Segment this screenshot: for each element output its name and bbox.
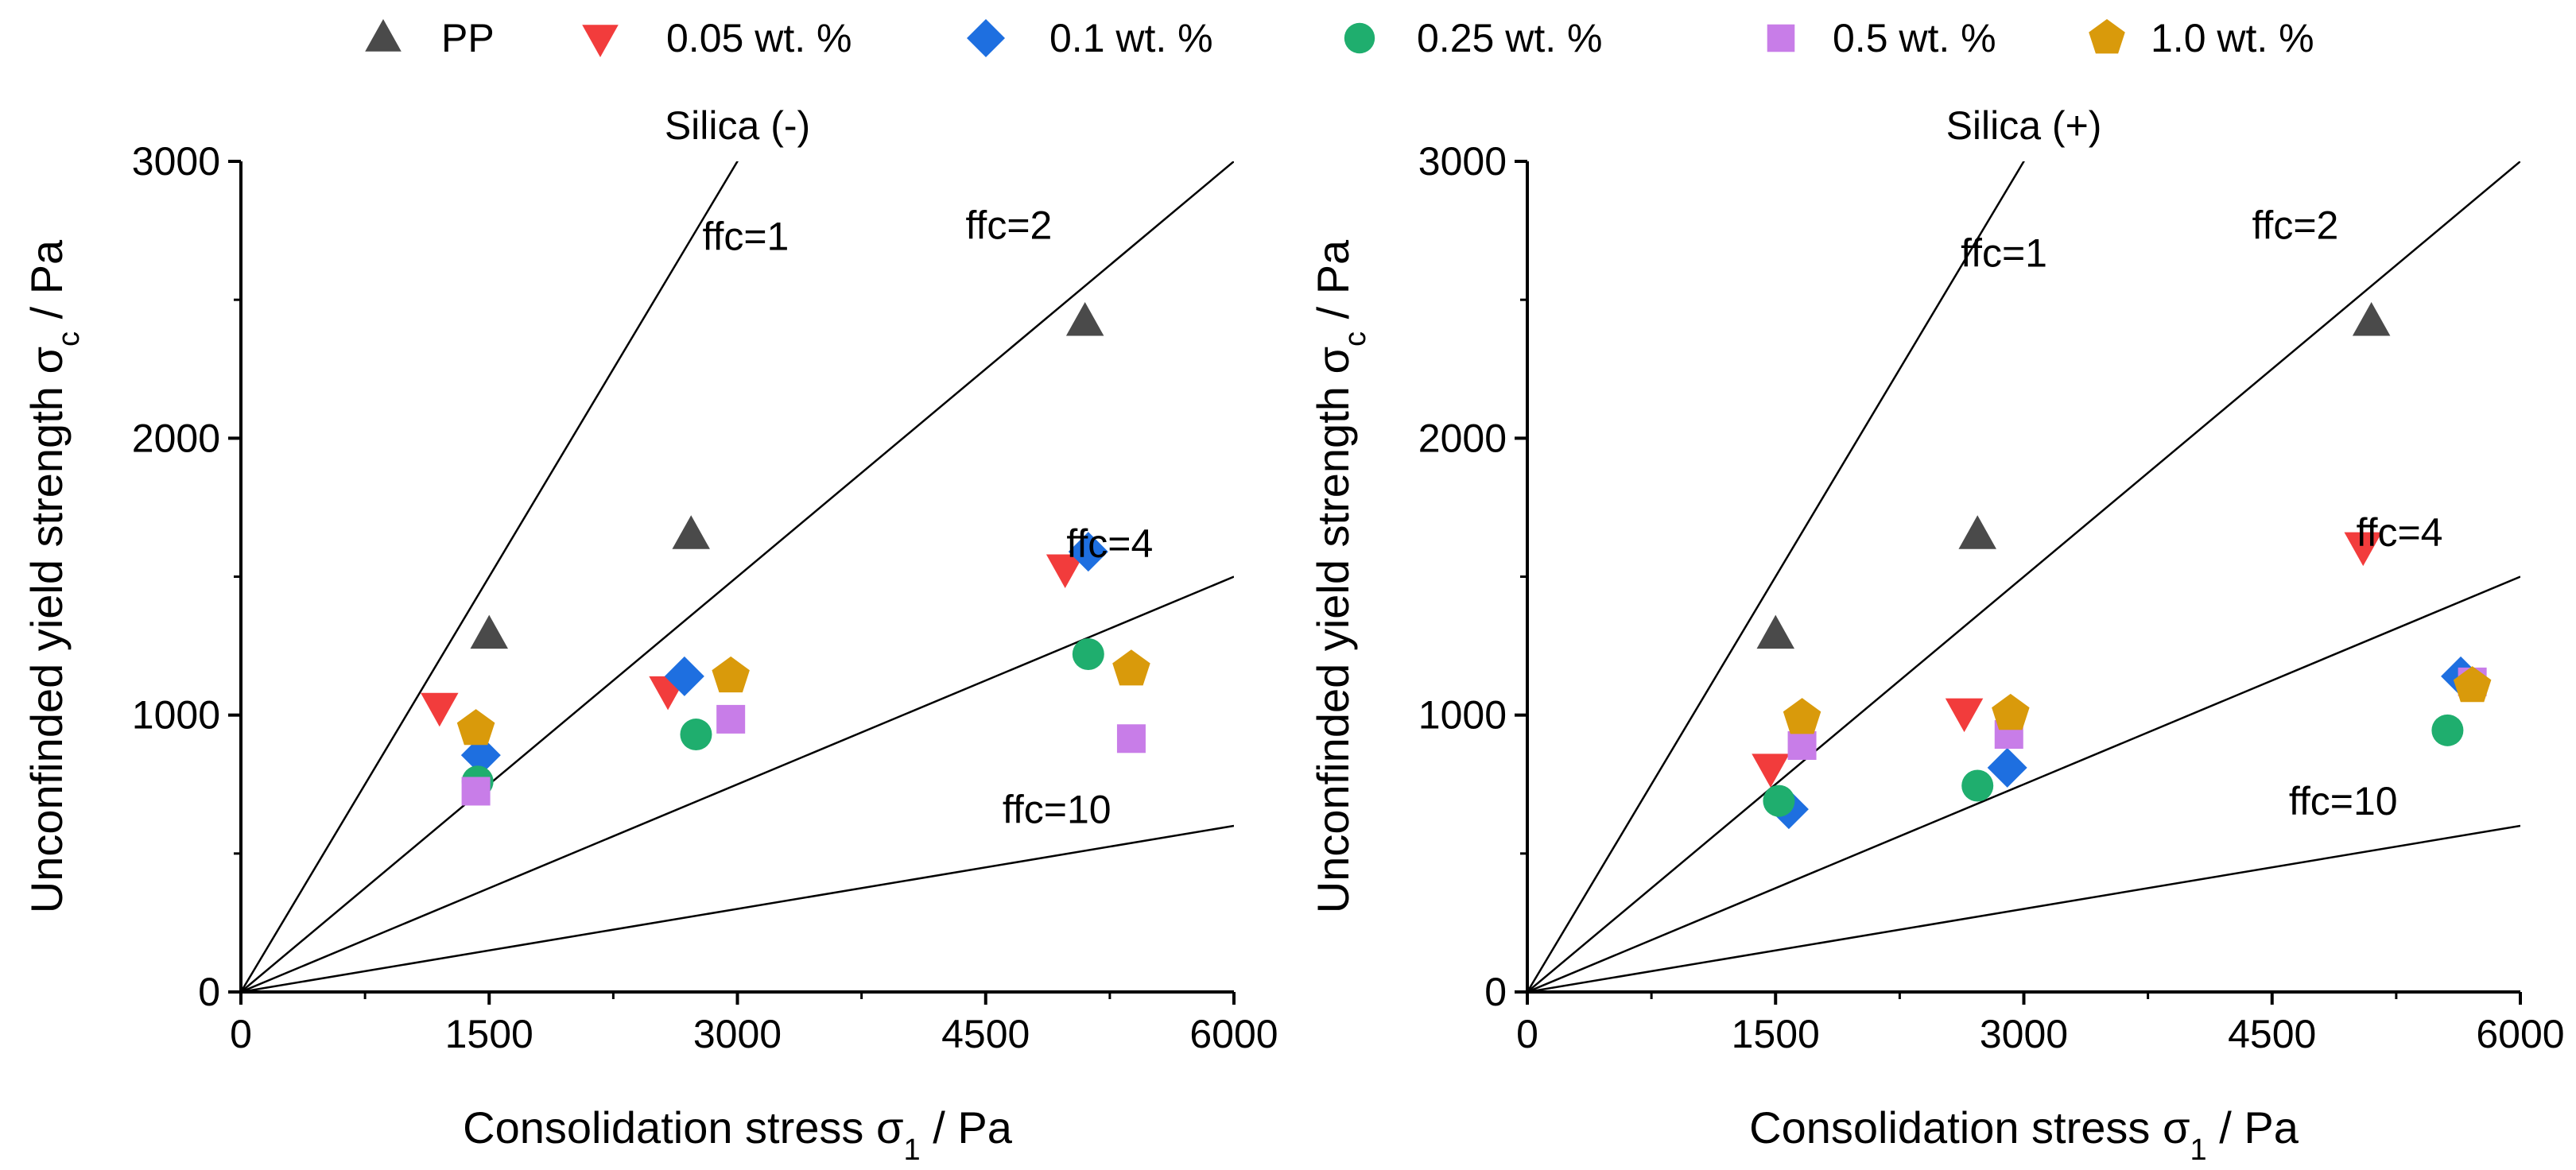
ffc-lines [241, 161, 1234, 992]
x-tick-label: 0 [1516, 1012, 1538, 1056]
data-point-3-1 [1961, 769, 1994, 802]
data-point-2-1 [664, 656, 704, 696]
x-tick-label: 4500 [2228, 1012, 2316, 1056]
data-point-1-1 [1945, 698, 1984, 733]
series-0 [470, 302, 1104, 649]
x-tick-label: 3000 [1980, 1012, 2068, 1056]
series-5 [456, 649, 1150, 746]
ffc-line-1 [1527, 161, 2025, 992]
series-3 [1763, 714, 2464, 817]
y-axis-label: Unconfinded yield strength σc / Pa [21, 239, 86, 913]
ffc-line-4 [1527, 575, 2520, 992]
data-point-5-1 [1992, 693, 2030, 730]
data-point-3-0 [1763, 785, 1795, 817]
y-tick-label: 0 [198, 970, 220, 1014]
x-tick-label: 1500 [1732, 1012, 1820, 1056]
series-4 [1787, 667, 2487, 760]
data-point-5-2 [1112, 649, 1150, 686]
x-tick-label: 6000 [1189, 1012, 1278, 1056]
ffc-line-2 [241, 161, 1234, 992]
series-1 [421, 554, 1084, 727]
series-2 [460, 532, 1108, 776]
data-point-4-1 [716, 704, 746, 734]
data-point-2-1 [1987, 747, 2027, 788]
legend-marker-0 [365, 19, 402, 52]
legend: PP 0.05 wt. % 0.1 wt. % 0.25 wt. % 0.5 wt. %… [365, 16, 2314, 60]
x-axis-label: Consolidation stress σ1 / Pa [1749, 1102, 2299, 1167]
series-0 [1756, 302, 2391, 649]
ffc-line-2 [1527, 161, 2520, 992]
data-point-5-0 [456, 709, 495, 746]
chart-panel-2: ffc=1 ffc=2 ffc=4 ffc=10 0 1500 3000 4500 6000 0 1… [1308, 103, 2565, 1167]
ffc-label-1: ffc=1 [1961, 231, 2047, 275]
ffc-label-4: ffc=4 [1066, 521, 1153, 566]
legend-label-2: 0.1 wt. % [1049, 16, 1213, 60]
series-4 [461, 704, 1146, 806]
legend-label-5: 1.0 wt. % [2151, 16, 2314, 60]
x-tick-label: 4500 [941, 1012, 1030, 1056]
data-point-5-2 [2453, 666, 2492, 703]
x-tick-label: 0 [230, 1012, 252, 1056]
x-tick-label: 6000 [2476, 1012, 2564, 1056]
y-tick-label: 3000 [132, 139, 220, 184]
x-axis-label: Consolidation stress σ1 / Pa [463, 1102, 1013, 1167]
ffc-label-4: ffc=4 [2357, 510, 2443, 555]
y-tick-label: 0 [1484, 970, 1507, 1014]
ffc-label-10: ffc=10 [2289, 779, 2398, 823]
data-point-1-0 [1752, 754, 1790, 788]
ffc-line-10 [1527, 824, 2520, 992]
data-point-5-1 [712, 656, 750, 693]
legend-marker-5 [2089, 19, 2125, 54]
legend-label-0: PP [441, 16, 495, 60]
data-point-2-0 [460, 735, 501, 776]
data-point-1-2 [2344, 532, 2382, 567]
ffc-line-4 [241, 575, 1234, 992]
x-tick-label: 1500 [445, 1012, 533, 1056]
ffc-line-1 [241, 161, 739, 992]
legend-label-4: 0.5 wt. % [1833, 16, 1996, 60]
data-point-3-2 [2431, 714, 2464, 746]
data-point-3-2 [1072, 638, 1104, 671]
ffc-label-10: ffc=10 [1003, 788, 1111, 832]
data-point-1-0 [421, 692, 459, 727]
series-5 [1783, 666, 2492, 734]
y-tick-label: 3000 [1418, 139, 1507, 184]
ffc-label-2: ffc=2 [965, 203, 1052, 248]
legend-label-1: 0.05 wt. % [666, 16, 852, 60]
data-point-0-0 [470, 614, 508, 649]
ffc-lines [1527, 161, 2520, 992]
data-point-0-0 [1756, 614, 1794, 649]
y-tick-label: 1000 [1418, 693, 1507, 738]
data-point-4-2 [1116, 724, 1146, 754]
chart-panel-1: ffc=1 ffc=2 ffc=4 ffc=10 0 1500 3000 4500 6000 0 1… [21, 103, 1278, 1167]
data-point-0-2 [2352, 302, 2391, 336]
chart-title: Silica (+) [1946, 103, 2102, 148]
data-point-5-0 [1783, 698, 1821, 734]
ffc-label-2: ffc=2 [2252, 203, 2338, 248]
y-tick-label: 2000 [1418, 416, 1507, 460]
y-tick-label: 2000 [132, 416, 220, 460]
data-point-0-2 [1065, 302, 1104, 336]
y-tick-label: 1000 [132, 693, 220, 738]
legend-marker-3 [1344, 22, 1375, 54]
legend-marker-2 [967, 19, 1005, 57]
data-point-4-0 [461, 777, 491, 806]
ffc-line-10 [241, 824, 1234, 992]
y-axis-label: Unconfinded yield strength σc / Pa [1308, 239, 1372, 913]
ffc-label-1: ffc=1 [702, 214, 789, 258]
legend-label-3: 0.25 wt. % [1417, 16, 1602, 60]
data-point-3-1 [680, 719, 712, 751]
data-point-4-0 [1787, 730, 1817, 760]
x-tick-label: 3000 [693, 1012, 782, 1056]
legend-marker-4 [1767, 24, 1795, 52]
data-point-0-1 [1958, 515, 1996, 549]
series-3 [461, 638, 1104, 798]
data-point-2-2 [1068, 532, 1108, 572]
series-1 [1752, 532, 2382, 788]
data-point-0-1 [672, 515, 710, 549]
data-point-1-2 [1046, 554, 1084, 589]
chart-title: Silica (-) [665, 103, 810, 148]
legend-marker-1 [582, 25, 619, 57]
